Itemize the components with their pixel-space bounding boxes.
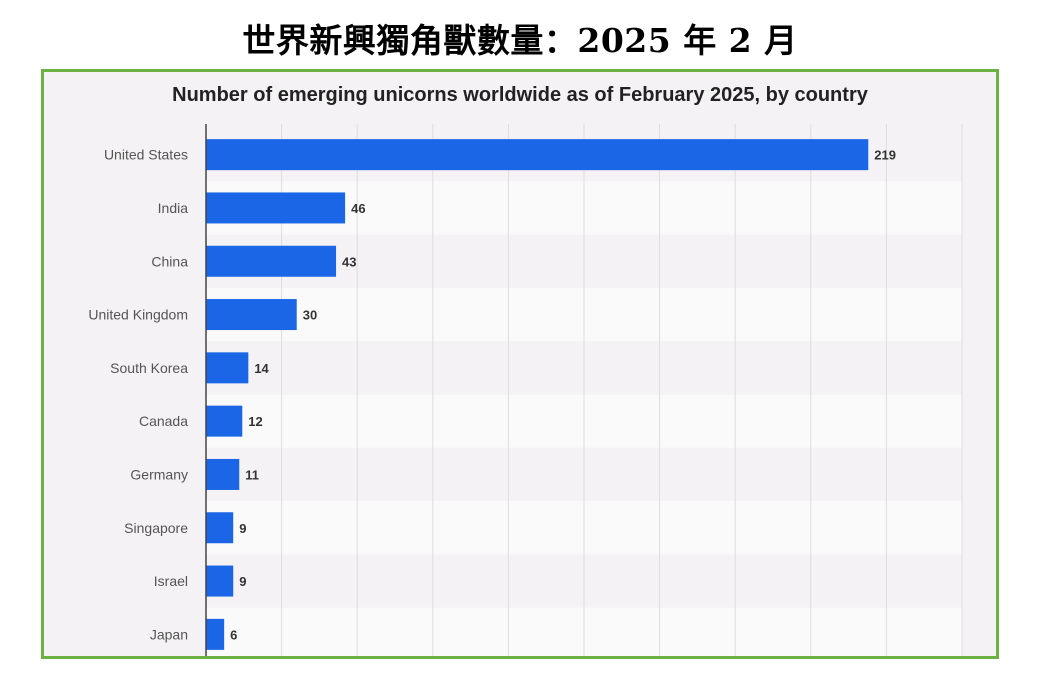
page-heading: 世界新興獨角獸數量：2025 年 2 月	[242, 21, 798, 60]
bar-chart: United States 219 India 46 China 43 United Kin…	[88, 124, 963, 656]
bar	[206, 618, 225, 650]
chart-frame: United States 219 India 46 China 43 United Kin…	[41, 69, 999, 659]
category-label: Singapore	[124, 520, 188, 536]
chart-title: Number of emerging unicorns worldwide as…	[172, 84, 868, 106]
value-label: 219	[874, 148, 896, 163]
value-label: 30	[303, 308, 317, 323]
value-label: 6	[230, 627, 237, 642]
value-label: 14	[254, 361, 269, 376]
category-label: Japan	[150, 626, 188, 642]
bar	[206, 192, 346, 224]
category-label: Germany	[130, 466, 188, 482]
value-label: 9	[239, 521, 246, 536]
category-label: China	[151, 253, 188, 269]
bar	[206, 512, 234, 544]
category-label: South Korea	[110, 360, 188, 376]
category-label: United States	[104, 147, 188, 163]
bar	[206, 458, 240, 490]
bar	[206, 245, 337, 277]
category-label: United Kingdom	[88, 307, 188, 323]
category-label: Israel	[154, 573, 188, 589]
category-label: Canada	[139, 413, 188, 429]
value-label: 46	[351, 201, 365, 216]
value-label: 9	[239, 574, 246, 589]
bar	[206, 139, 869, 171]
value-label: 11	[245, 467, 259, 482]
bar	[206, 352, 249, 384]
value-label: 43	[342, 254, 356, 269]
category-label: India	[158, 200, 189, 216]
bar	[206, 565, 234, 597]
bar	[206, 299, 297, 331]
bar	[206, 405, 243, 437]
value-label: 12	[248, 414, 262, 429]
